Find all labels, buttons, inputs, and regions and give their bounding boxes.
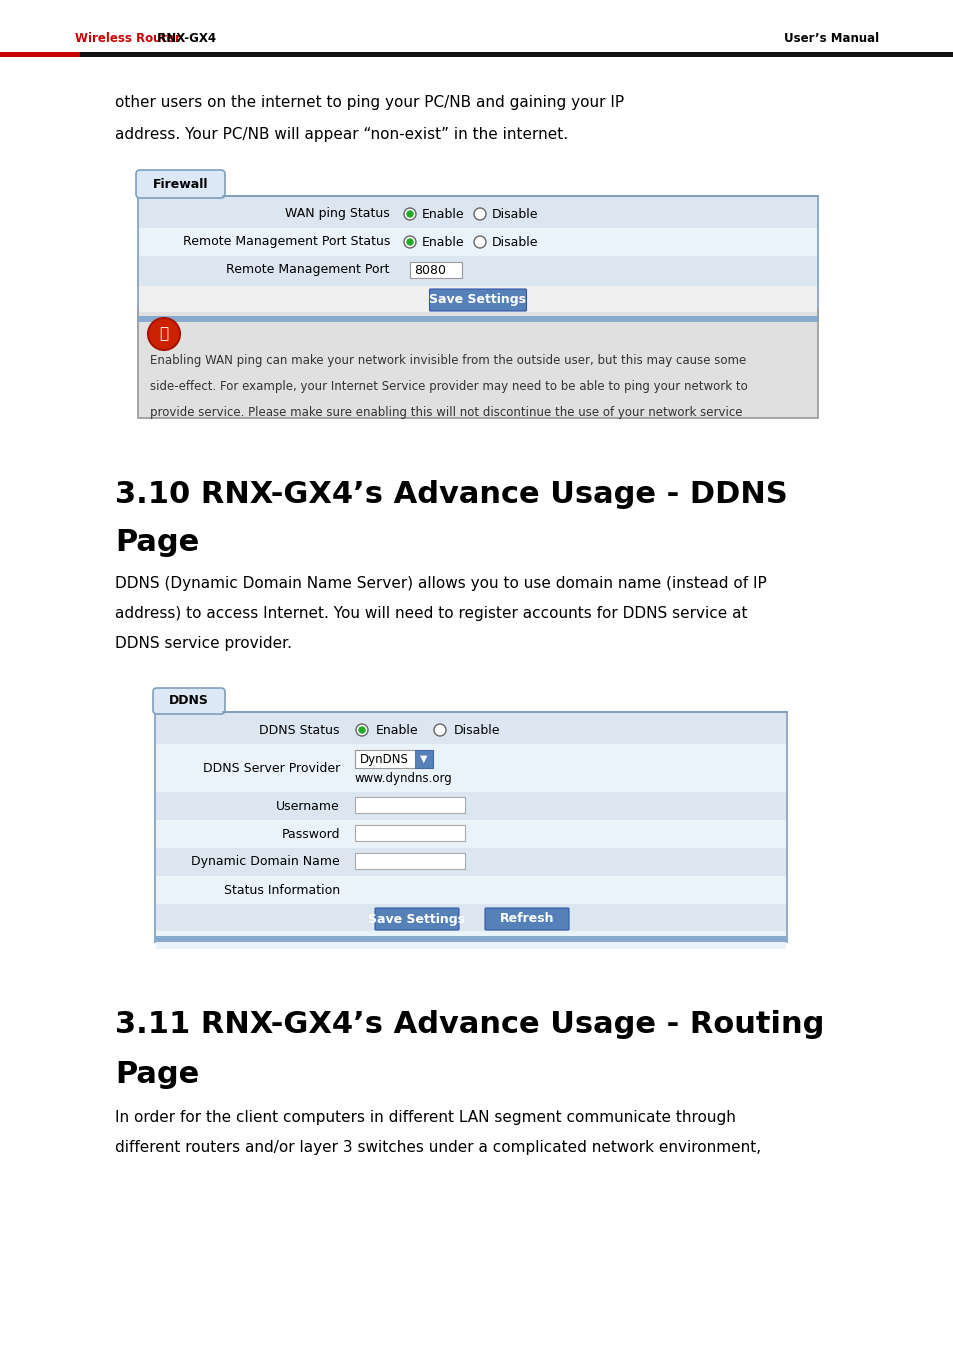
Circle shape — [406, 239, 413, 246]
Text: Disable: Disable — [492, 208, 537, 220]
Text: Firewall: Firewall — [152, 177, 208, 190]
Bar — [154, 936, 786, 942]
FancyBboxPatch shape — [429, 289, 526, 310]
Bar — [415, 751, 433, 768]
Text: Page: Page — [115, 528, 199, 558]
Bar — [355, 853, 464, 869]
Bar — [0, 0, 953, 55]
Text: Disable: Disable — [492, 235, 537, 248]
Text: 8080: 8080 — [414, 265, 446, 278]
Text: Dynamic Domain Name: Dynamic Domain Name — [191, 856, 339, 868]
Text: www.dyndns.org: www.dyndns.org — [355, 772, 453, 784]
Circle shape — [474, 208, 485, 220]
Bar — [154, 711, 786, 942]
Circle shape — [474, 236, 485, 248]
Bar — [80, 53, 953, 57]
Text: Username: Username — [276, 799, 339, 813]
Text: DDNS (Dynamic Domain Name Server) allows you to use domain name (instead of IP: DDNS (Dynamic Domain Name Server) allows… — [115, 576, 766, 591]
Bar — [156, 848, 785, 876]
Bar — [138, 310, 817, 418]
Text: Remote Management Port Status: Remote Management Port Status — [182, 235, 390, 248]
Bar — [138, 196, 817, 323]
Text: Enable: Enable — [421, 235, 464, 248]
Bar — [0, 53, 80, 57]
Bar — [156, 819, 785, 848]
Text: DynDNS: DynDNS — [359, 752, 409, 765]
Text: Page: Page — [115, 1060, 199, 1089]
Bar — [410, 262, 461, 278]
Text: WAN ping Status: WAN ping Status — [285, 208, 390, 220]
Text: ▼: ▼ — [420, 755, 427, 764]
Text: Status Information: Status Information — [224, 883, 339, 896]
Text: Enable: Enable — [375, 724, 418, 737]
Text: In order for the client computers in different LAN segment communicate through: In order for the client computers in dif… — [115, 1110, 735, 1125]
Circle shape — [403, 208, 416, 220]
Text: Disable: Disable — [454, 724, 500, 737]
Text: DDNS Server Provider: DDNS Server Provider — [203, 761, 339, 775]
Text: DDNS service provider.: DDNS service provider. — [115, 636, 292, 651]
Text: Refresh: Refresh — [499, 913, 554, 926]
Text: 3.10 RNX-GX4’s Advance Usage - DDNS: 3.10 RNX-GX4’s Advance Usage - DDNS — [115, 481, 787, 509]
Text: side-effect. For example, your Internet Service provider may need to be able to : side-effect. For example, your Internet … — [150, 379, 747, 393]
Bar — [156, 716, 785, 744]
Circle shape — [148, 319, 180, 350]
Bar — [138, 316, 817, 323]
Text: Save Settings: Save Settings — [429, 293, 526, 306]
Bar — [156, 744, 785, 792]
Bar — [156, 792, 785, 819]
Circle shape — [434, 724, 446, 736]
FancyBboxPatch shape — [152, 688, 225, 714]
Text: DDNS Status: DDNS Status — [259, 724, 339, 737]
Text: Save Settings: Save Settings — [368, 913, 465, 926]
Text: Enabling WAN ping can make your network invisible from the outside user, but thi: Enabling WAN ping can make your network … — [150, 354, 745, 367]
Bar — [355, 796, 464, 813]
Circle shape — [355, 724, 368, 736]
Text: DDNS: DDNS — [169, 694, 209, 707]
Circle shape — [403, 236, 416, 248]
Circle shape — [406, 211, 413, 217]
Text: 3.11 RNX-GX4’s Advance Usage - Routing: 3.11 RNX-GX4’s Advance Usage - Routing — [115, 1010, 823, 1040]
Bar — [139, 228, 816, 256]
Text: Enable: Enable — [421, 208, 464, 220]
FancyBboxPatch shape — [484, 909, 568, 930]
Text: Wireless Router: Wireless Router — [75, 31, 181, 45]
Bar — [139, 200, 816, 228]
Bar — [355, 825, 464, 841]
Text: Password: Password — [281, 828, 339, 841]
Circle shape — [358, 726, 365, 733]
Bar — [355, 751, 433, 768]
Text: different routers and/or layer 3 switches under a complicated network environmen: different routers and/or layer 3 switche… — [115, 1139, 760, 1156]
Bar — [139, 256, 816, 284]
Bar — [156, 876, 785, 904]
Text: address) to access Internet. You will need to register accounts for DDNS service: address) to access Internet. You will ne… — [115, 606, 747, 621]
Text: RNX-GX4: RNX-GX4 — [152, 31, 216, 45]
Text: User’s Manual: User’s Manual — [783, 31, 878, 45]
Text: ✋: ✋ — [159, 327, 169, 342]
Bar — [139, 286, 816, 312]
Text: provide service. Please make sure enabling this will not discontinue the use of : provide service. Please make sure enabli… — [150, 406, 741, 418]
FancyBboxPatch shape — [136, 170, 225, 198]
Text: address. Your PC/NB will appear “non-exist” in the internet.: address. Your PC/NB will appear “non-exi… — [115, 127, 568, 142]
Bar — [156, 931, 785, 949]
Text: other users on the internet to ping your PC/NB and gaining your IP: other users on the internet to ping your… — [115, 95, 623, 109]
Text: Remote Management Port: Remote Management Port — [226, 263, 390, 277]
FancyBboxPatch shape — [375, 909, 458, 930]
